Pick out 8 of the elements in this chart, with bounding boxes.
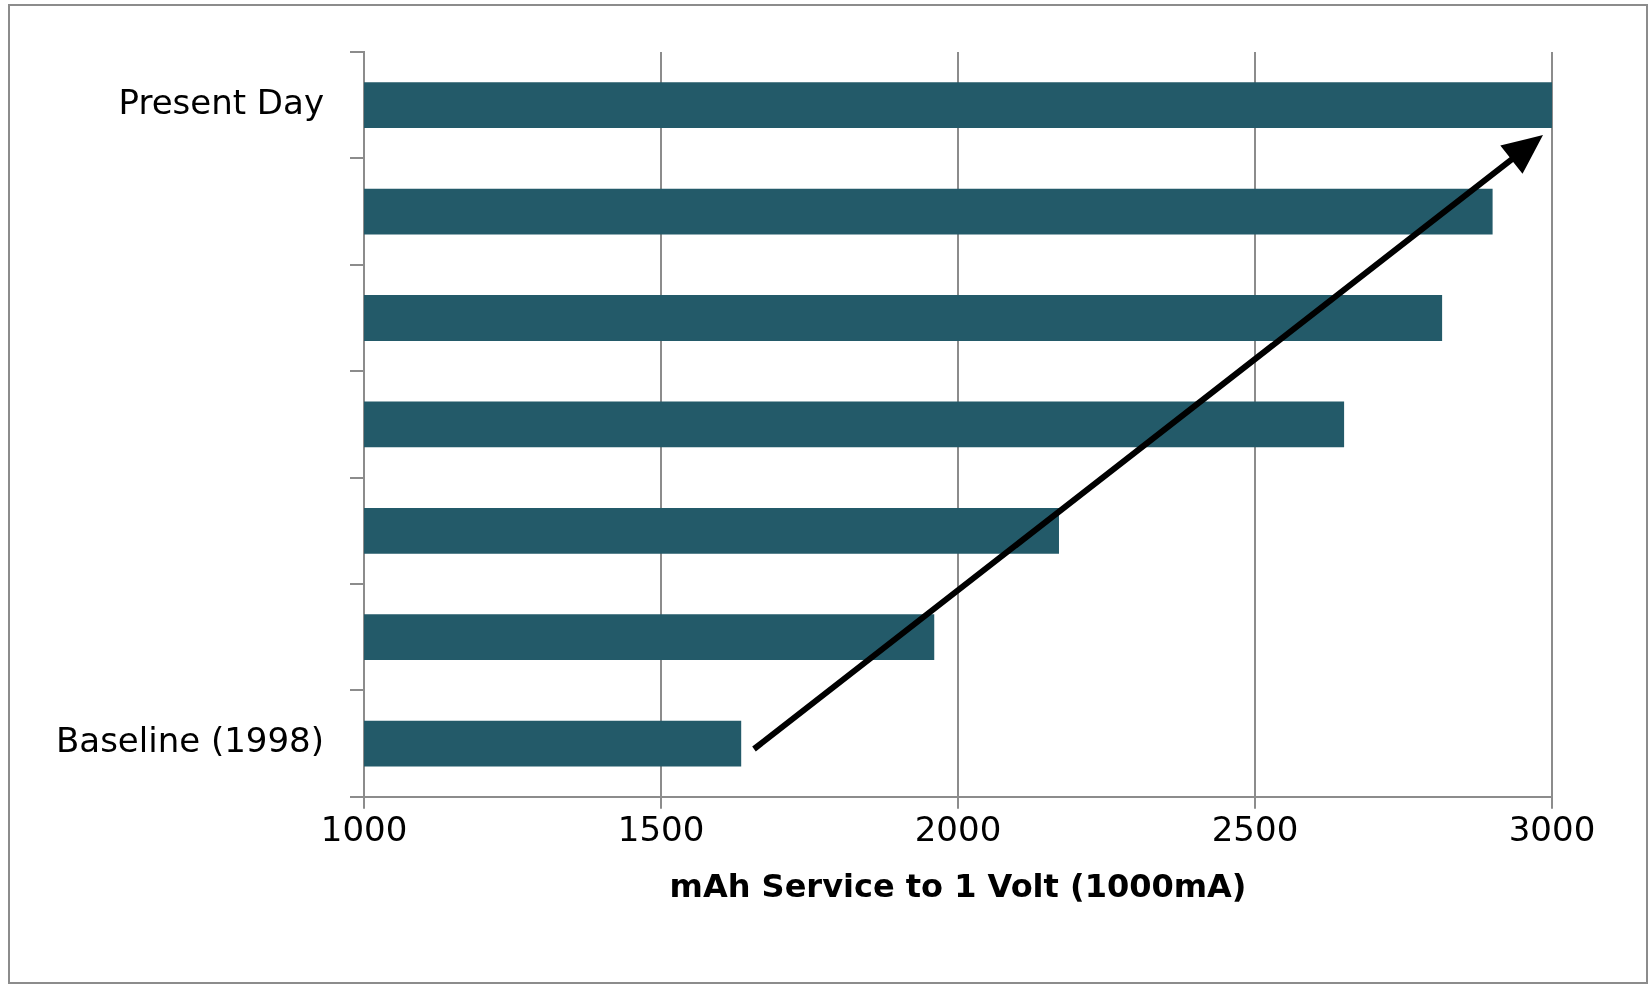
x-tick-label: 2000 [914, 809, 1002, 850]
x-tick-label: 1500 [617, 809, 705, 850]
y-tick-label: Baseline (1998) [56, 720, 325, 761]
x-tick-label: 1000 [320, 809, 408, 850]
x-tick-label: 2500 [1211, 809, 1299, 850]
x-axis-title: mAh Service to 1 Volt (1000mA) [669, 867, 1247, 906]
x-tick-label: 3000 [1508, 809, 1596, 850]
y-tick-label: Present Day [118, 82, 325, 123]
